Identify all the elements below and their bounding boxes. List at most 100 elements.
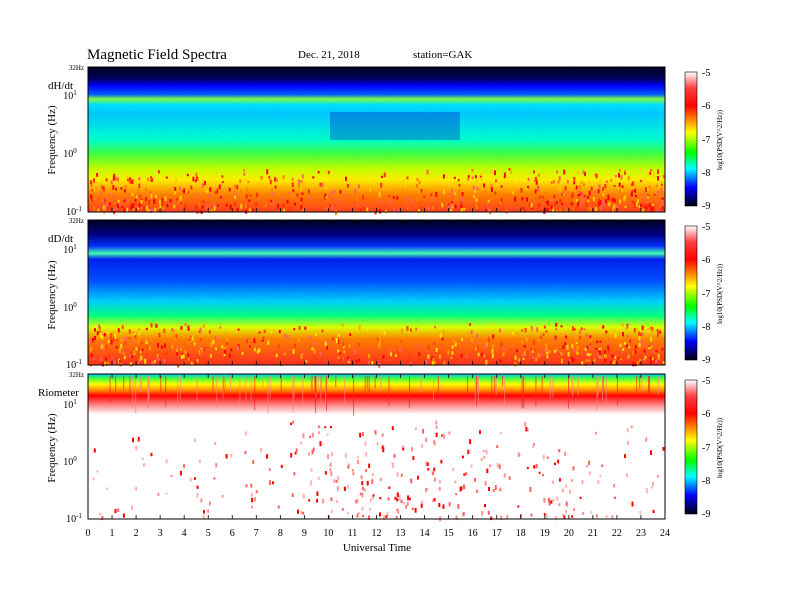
- spectral-speck: [604, 352, 606, 357]
- x-tick-label: 2: [134, 528, 139, 539]
- spectral-speck: [99, 197, 102, 201]
- spectral-speck: [368, 463, 371, 468]
- spectral-speck: [624, 195, 627, 199]
- spectral-speck: [517, 505, 520, 508]
- spectral-speck: [516, 191, 519, 197]
- spectral-speck: [300, 353, 303, 359]
- spectral-speck: [117, 203, 120, 208]
- spectral-speck: [595, 207, 597, 211]
- spectral-speck: [295, 448, 298, 452]
- spectral-speck: [338, 334, 341, 337]
- spectral-speck: [654, 360, 657, 364]
- spectral-speck: [619, 199, 622, 204]
- spectral-speck: [587, 353, 589, 356]
- spectral-speck: [626, 440, 629, 446]
- spectral-speck: [432, 471, 435, 476]
- spectral-speck: [590, 186, 593, 191]
- spectral-speck: [96, 173, 99, 177]
- spectral-speck: [556, 209, 558, 213]
- spectral-speck: [282, 203, 285, 208]
- spectral-speck: [288, 206, 291, 212]
- spectral-speck: [286, 199, 289, 204]
- spectral-speck: [598, 198, 600, 202]
- spectral-speck: [613, 184, 616, 187]
- spectral-speck: [130, 351, 133, 354]
- spectral-speck: [176, 352, 179, 356]
- spectral-speck: [575, 201, 578, 207]
- spectral-speck: [214, 442, 217, 445]
- spectral-speck: [332, 337, 334, 341]
- x-tick-label: 10: [323, 528, 333, 539]
- spectral-speck: [629, 339, 632, 343]
- spectral-speck: [558, 335, 561, 338]
- spectral-speck: [625, 344, 628, 348]
- spectral-speck: [304, 326, 307, 330]
- spectral-speck: [604, 354, 607, 359]
- spectral-speck: [471, 338, 473, 343]
- spectral-speck: [396, 492, 399, 498]
- spectral-speck: [396, 196, 399, 200]
- x-tick-label: 3: [158, 528, 163, 539]
- spectral-speck: [490, 170, 493, 175]
- spectral-speck: [447, 350, 450, 355]
- spectral-speck: [191, 336, 194, 341]
- spectral-speck: [599, 355, 601, 359]
- spectral-speck: [185, 189, 188, 193]
- spectral-speck: [657, 176, 659, 181]
- spectral-speck: [442, 433, 445, 439]
- spectral-speck: [254, 347, 257, 351]
- spectral-speck: [376, 442, 379, 446]
- spectral-speck: [240, 203, 243, 209]
- spectral-speck: [565, 509, 568, 514]
- spectral-speck: [468, 449, 471, 452]
- spectral-speck: [107, 206, 110, 211]
- spectral-speck: [449, 333, 452, 338]
- spectral-speck: [135, 347, 138, 351]
- spectral-speck: [132, 203, 135, 209]
- spectral-speck: [312, 184, 314, 187]
- spectral-speck: [310, 480, 313, 486]
- spectral-speck: [453, 176, 456, 179]
- spectral-speck: [624, 454, 626, 458]
- colorbar-1: [684, 71, 698, 207]
- spectral-speck: [661, 197, 664, 201]
- spectral-speck: [89, 347, 92, 352]
- spectral-speck: [563, 515, 566, 519]
- spectral-speck: [92, 357, 95, 361]
- spectral-speck: [487, 200, 490, 203]
- spectral-speck: [362, 195, 364, 200]
- spectral-speck: [433, 498, 436, 502]
- spectral-speck: [598, 184, 601, 190]
- spectral-speck: [639, 358, 641, 362]
- spectral-speck: [593, 358, 596, 363]
- spectral-speck: [271, 481, 274, 485]
- riometer-streak: [132, 376, 134, 409]
- spectral-speck: [565, 335, 568, 339]
- x-tick-label: 13: [396, 528, 406, 539]
- svg-text:10-1: 10-1: [66, 205, 82, 218]
- spectral-speck: [440, 459, 443, 464]
- spectral-speck: [199, 349, 202, 354]
- spectral-speck: [166, 204, 169, 208]
- spectral-speck: [608, 202, 611, 207]
- spectral-speck: [94, 328, 96, 332]
- svg-text:100: 100: [63, 455, 77, 468]
- spectral-speck: [336, 500, 338, 503]
- spectral-speck: [134, 202, 137, 206]
- riometer-streak: [109, 376, 111, 403]
- low-freq-power-dddt: [88, 322, 665, 368]
- spectral-speck: [494, 170, 496, 176]
- spectral-speck: [100, 356, 103, 362]
- riometer-streak: [302, 376, 304, 406]
- spectral-speck: [100, 344, 103, 349]
- spectral-speck: [368, 515, 370, 520]
- spectral-speck: [388, 194, 391, 198]
- spectral-speck: [392, 207, 395, 212]
- spectral-speck: [278, 329, 281, 334]
- spectral-speck: [589, 343, 592, 347]
- colorbar-ticks-1: -5 -6 -7 -8 -9: [702, 68, 710, 212]
- spectral-speck: [590, 511, 593, 514]
- spectral-speck: [228, 187, 231, 192]
- spectral-speck: [140, 341, 143, 345]
- spectral-speck: [448, 431, 451, 435]
